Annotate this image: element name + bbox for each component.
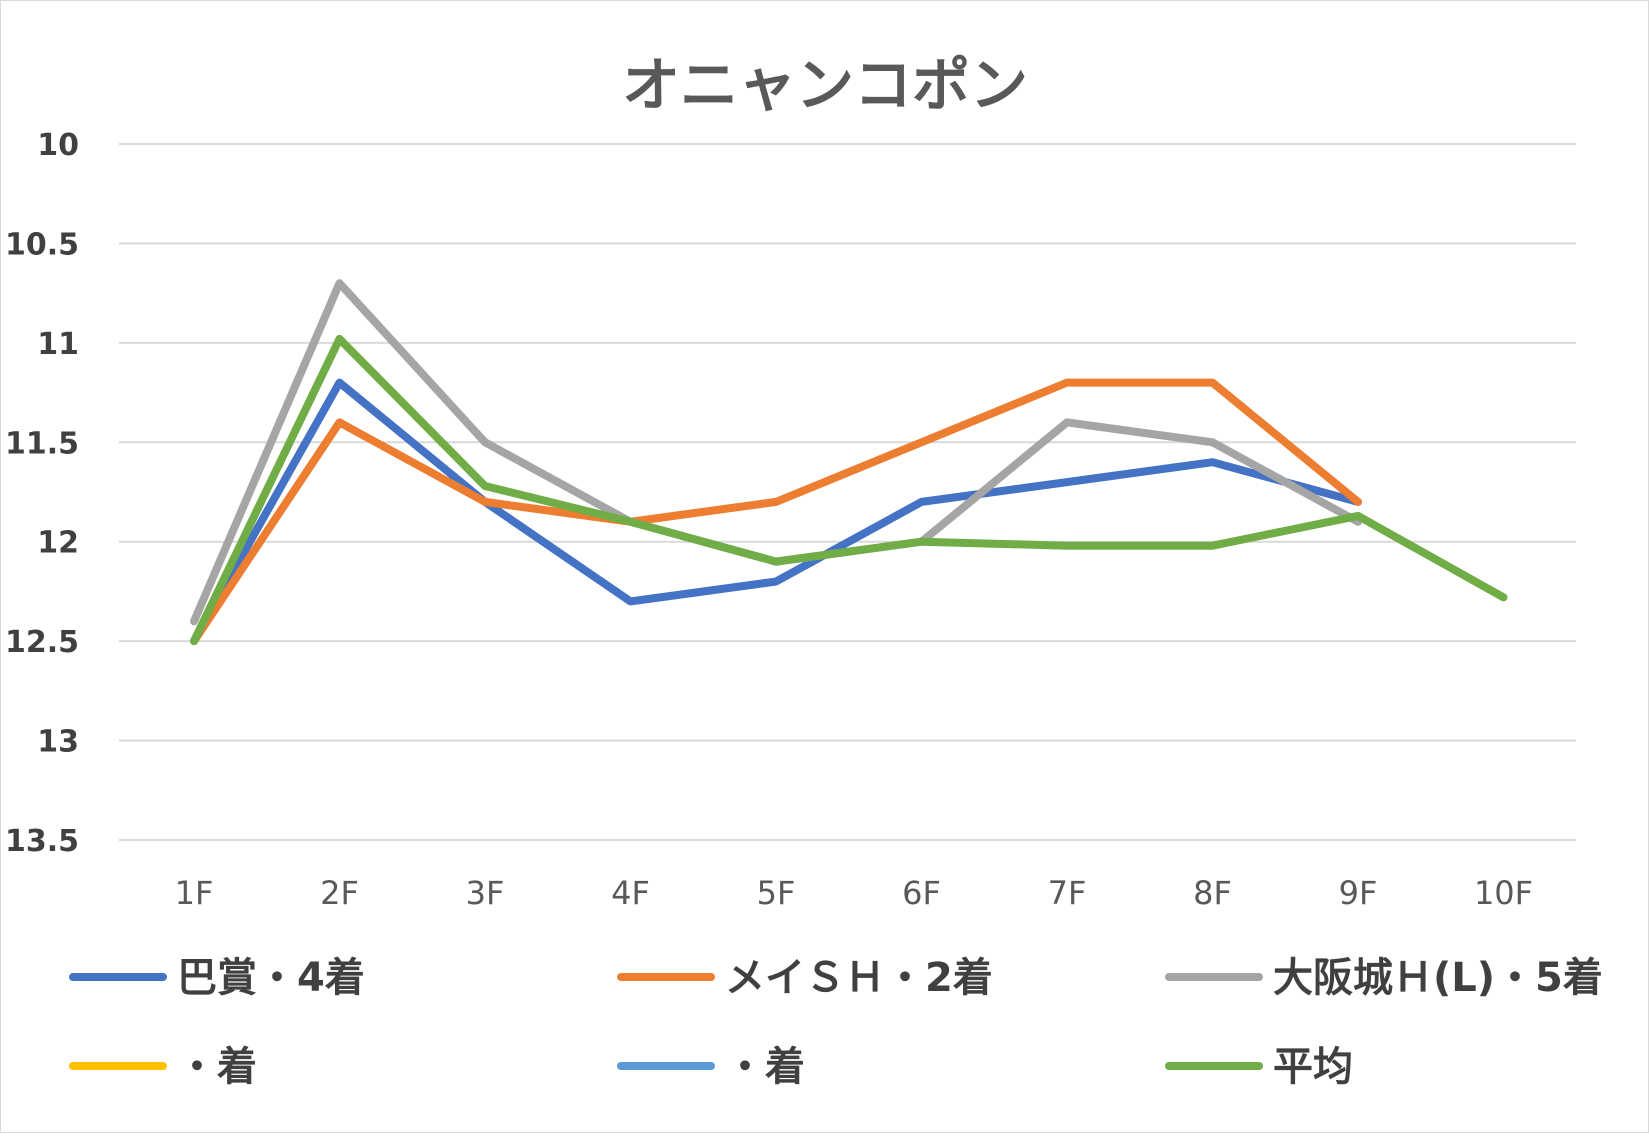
legend-item: メイＳＨ・2着	[621, 955, 993, 1001]
x-axis-ticks: 1F 2F 3F 4F 5F 6F 7F 8F 9F 10F	[175, 874, 1533, 912]
chart-area: オニャンコポン 10 10.5 11 11.5 12 12.5 13 13.5 1F 2F 3F 4…	[0, 0, 1649, 1133]
line-chart: オニャンコポン 10 10.5 11 11.5 12 12.5 13 13.5 1F 2F 3F 4…	[1, 1, 1648, 1132]
legend-item: 大阪城Ｈ(L)・5着	[1169, 955, 1603, 1001]
x-tick-label: 5F	[757, 874, 796, 912]
y-tick-label: 12	[37, 526, 79, 561]
legend: 巴賞・4着 メイＳＨ・2着 大阪城Ｈ(L)・5着・着 ・着 平均	[73, 955, 1603, 1090]
y-tick-label: 13	[37, 725, 79, 760]
gridlines	[119, 144, 1576, 840]
series-lines	[194, 283, 1504, 641]
y-tick-label: 13.5	[5, 824, 79, 859]
y-tick-label: 11	[37, 327, 79, 362]
legend-item: 巴賞・4着	[73, 955, 365, 1001]
x-tick-label: 9F	[1339, 874, 1378, 912]
x-tick-label: 8F	[1193, 874, 1232, 912]
series-line-2	[194, 283, 1358, 621]
legend-label: 巴賞・4着	[177, 955, 365, 1001]
y-tick-label: 10.5	[5, 227, 79, 262]
y-tick-label: 12.5	[5, 625, 79, 660]
legend-item: ・着	[73, 1044, 257, 1090]
y-tick-label: 10	[37, 128, 79, 163]
x-tick-label: 3F	[466, 874, 505, 912]
legend-item: 平均	[1169, 1044, 1353, 1090]
x-tick-label: 4F	[611, 874, 650, 912]
legend-label: 大阪城Ｈ(L)・5着	[1273, 955, 1603, 1001]
series-line-1	[194, 383, 1358, 641]
x-tick-label: 2F	[320, 874, 359, 912]
legend-item: ・着	[621, 1044, 805, 1090]
y-axis-ticks: 10 10.5 11 11.5 12 12.5 13 13.5	[5, 128, 79, 859]
x-tick-label: 10F	[1474, 874, 1533, 912]
legend-label: ・着	[177, 1044, 257, 1090]
x-tick-label: 6F	[902, 874, 941, 912]
chart-title: オニャンコポン	[622, 51, 1028, 119]
series-line-0	[194, 383, 1358, 641]
legend-label: メイＳＨ・2着	[725, 955, 993, 1001]
legend-label: ・着	[725, 1044, 805, 1090]
y-tick-label: 11.5	[5, 426, 79, 461]
legend-label: 平均	[1273, 1044, 1353, 1090]
x-tick-label: 1F	[175, 874, 214, 912]
x-tick-label: 7F	[1048, 874, 1087, 912]
